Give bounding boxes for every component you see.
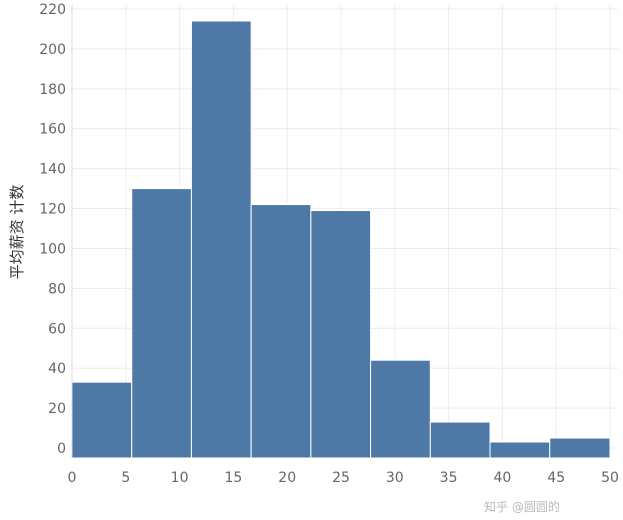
y-axis-tick-labels: 0 20 40 60 80 100 120 140 160 180 200 220 <box>39 2 66 457</box>
y-tick-label: 20 <box>48 401 66 417</box>
x-axis-tick-labels: 0 5 10 15 20 25 30 35 40 45 50 <box>68 470 619 486</box>
y-tick-label: 0 <box>57 441 66 457</box>
x-tick-label: 0 <box>68 470 77 486</box>
y-tick-label: 200 <box>39 42 66 58</box>
x-tick-label: 30 <box>386 470 404 486</box>
histogram-bar <box>310 210 372 459</box>
y-tick-label: 100 <box>39 241 66 257</box>
y-tick-label: 60 <box>48 321 66 337</box>
x-tick-label: 20 <box>278 470 296 486</box>
x-tick-label: 50 <box>601 470 619 486</box>
x-tick-label: 45 <box>547 470 565 486</box>
x-tick-label: 25 <box>332 470 350 486</box>
histogram-bar <box>549 437 611 459</box>
histogram-bar <box>489 441 551 459</box>
histogram-bar <box>71 381 133 459</box>
y-tick-label: 180 <box>39 82 66 98</box>
histogram-bar <box>250 204 312 459</box>
y-tick-label: 120 <box>39 202 66 218</box>
x-tick-label: 5 <box>121 470 130 486</box>
x-tick-label: 40 <box>493 470 511 486</box>
y-tick-label: 80 <box>48 281 66 297</box>
histogram-bars <box>71 20 611 459</box>
x-tick-label: 35 <box>440 470 458 486</box>
watermark-text: 知乎 @圆圆的 <box>484 500 560 514</box>
histogram-bar <box>429 421 491 459</box>
histogram-bar <box>190 20 252 459</box>
y-axis-label: 平均薪资 计数 <box>8 185 26 280</box>
y-tick-label: 40 <box>48 361 66 377</box>
y-tick-label: 220 <box>39 2 66 18</box>
histogram-bar <box>370 359 431 459</box>
x-tick-label: 10 <box>171 470 189 486</box>
y-tick-label: 140 <box>39 162 66 178</box>
histogram-bar <box>131 188 192 459</box>
x-tick-label: 15 <box>224 470 242 486</box>
y-tick-label: 160 <box>39 122 66 138</box>
